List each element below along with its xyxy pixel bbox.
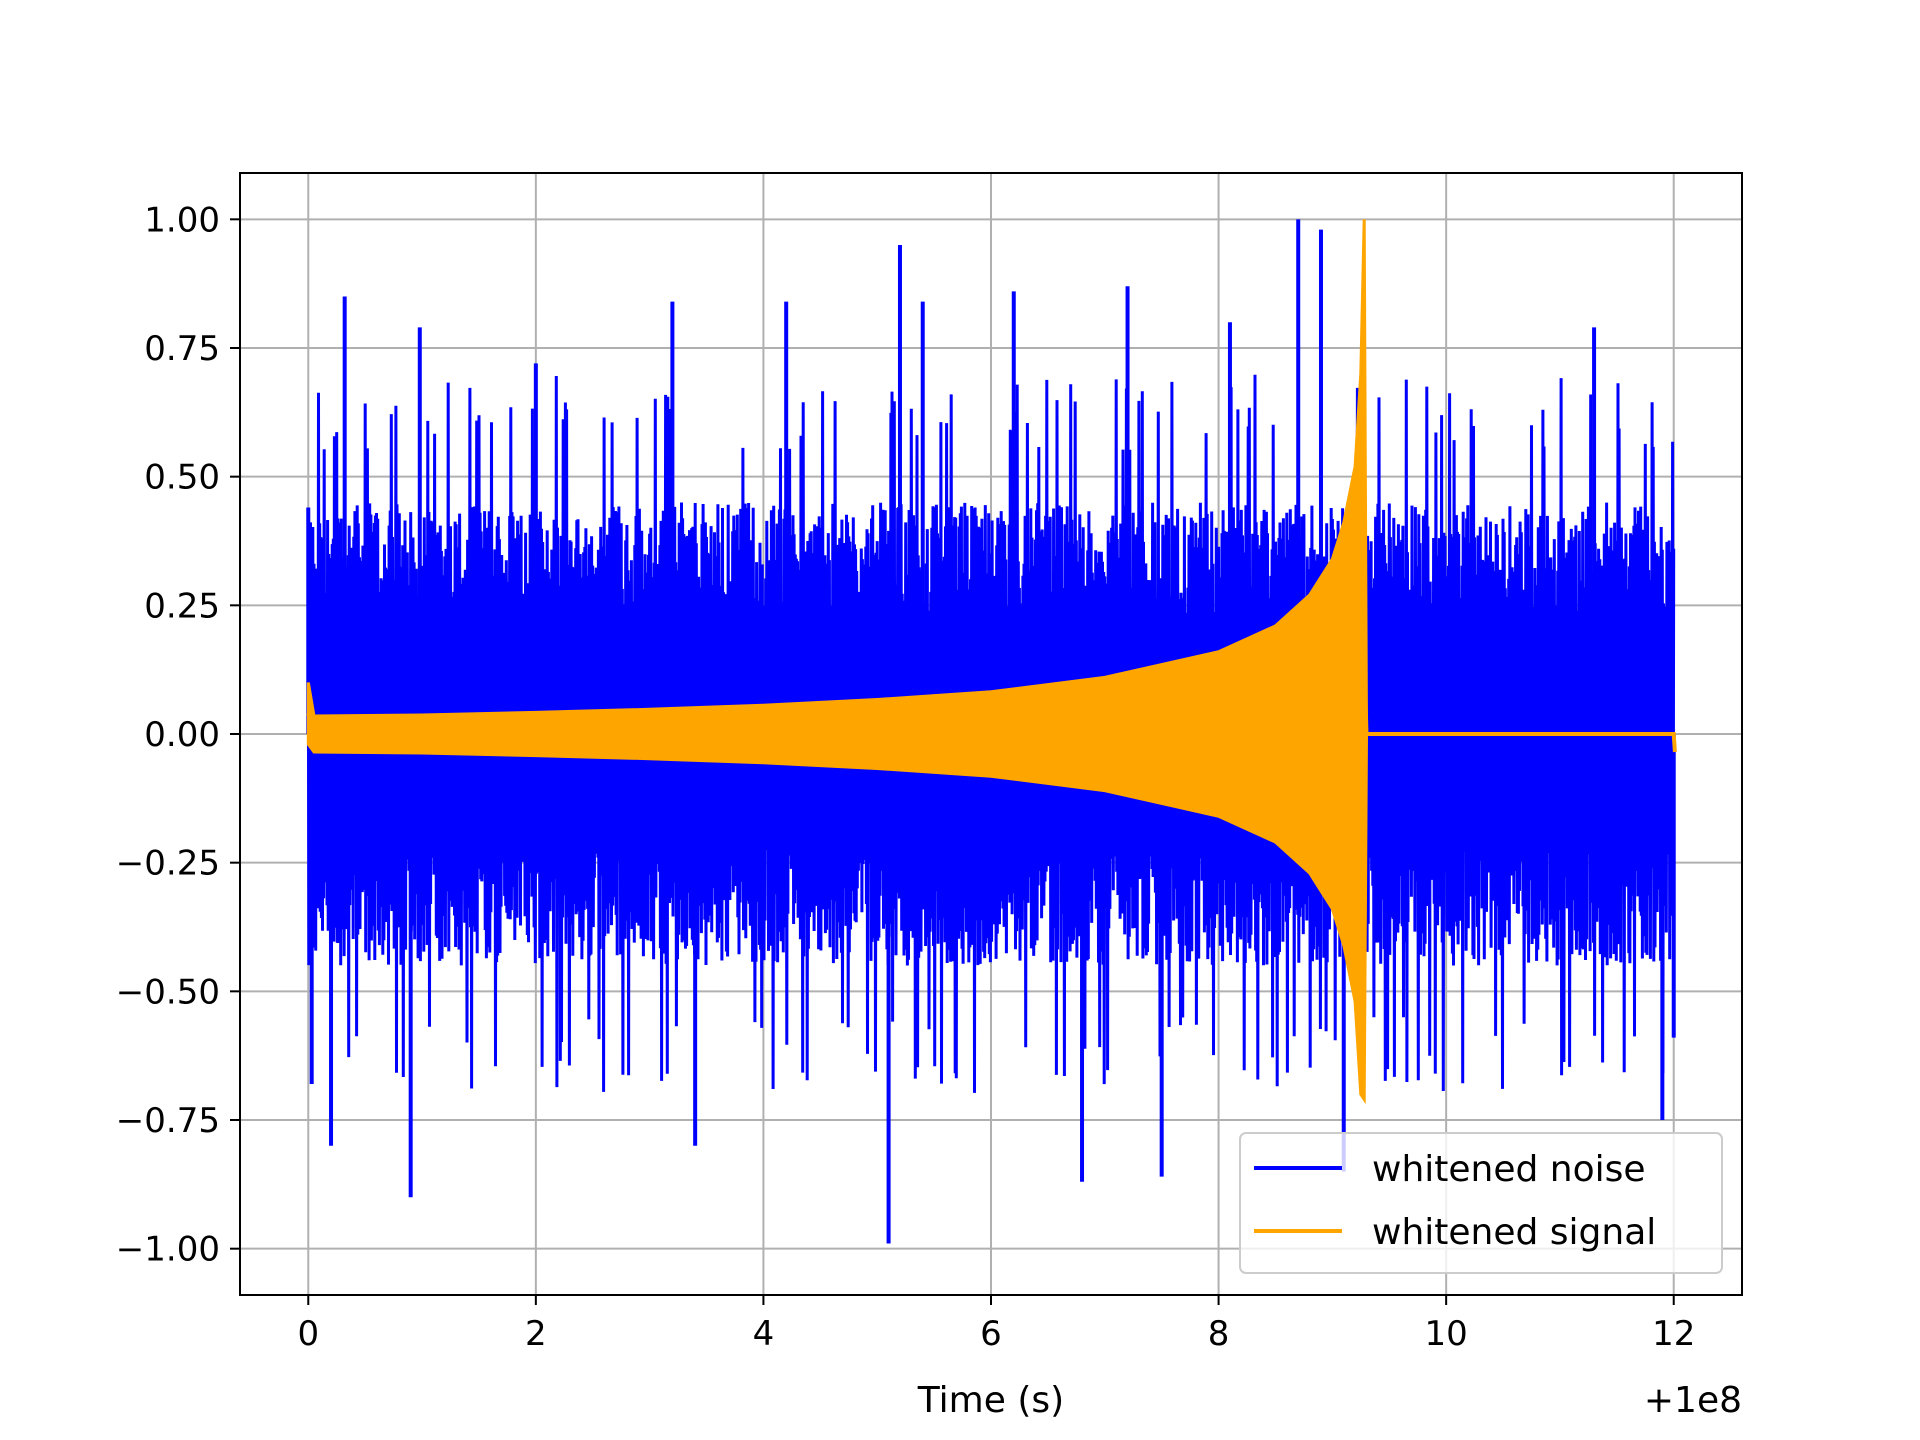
y-tick-label: −1.00 <box>116 1230 220 1270</box>
series-whitened-noise <box>306 219 1676 1244</box>
signal-trace <box>306 659 1677 753</box>
legend-label-whitened-noise: whitened noise <box>1372 1149 1646 1190</box>
legend-box <box>1239 1132 1723 1274</box>
y-tick-label: −0.50 <box>116 972 220 1012</box>
y-tick-label: 0.25 <box>144 586 220 626</box>
x-axis-label: Time (s) <box>917 1380 1064 1421</box>
x-tick-label: 6 <box>980 1314 1002 1354</box>
x-tick-label: 10 <box>1425 1314 1468 1354</box>
y-axis-ticks: 1.00 0.75 0.50 0.25 0.00 −0.25 −0.50 −0.75 −1.00 <box>116 200 240 1270</box>
x-tick-label: 8 <box>1208 1314 1230 1354</box>
x-axis-ticks: 0 2 4 6 8 10 12 <box>297 1295 1695 1354</box>
x-tick-label: 12 <box>1652 1314 1695 1354</box>
legend: whitened noise whitened signal <box>1239 1132 1723 1274</box>
series-whitened-signal <box>306 219 1677 1105</box>
y-tick-label: −0.75 <box>116 1101 220 1141</box>
y-tick-label: 0.50 <box>144 458 220 498</box>
y-tick-label: 1.00 <box>144 200 220 240</box>
y-tick-label: 0.75 <box>144 329 220 369</box>
y-tick-label: 0.00 <box>144 715 220 755</box>
x-offset-label: +1e8 <box>1644 1380 1742 1421</box>
x-tick-label: 4 <box>753 1314 775 1354</box>
legend-label-whitened-signal: whitened signal <box>1372 1212 1656 1253</box>
x-tick-label: 2 <box>525 1314 547 1354</box>
plot-area <box>306 219 1677 1244</box>
x-tick-label: 0 <box>297 1314 319 1354</box>
y-tick-label: −0.25 <box>116 844 220 884</box>
